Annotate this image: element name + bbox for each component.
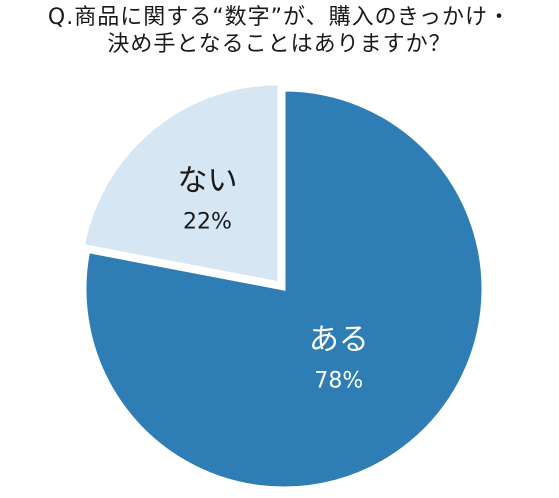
slice-label-aru: ある [309,322,369,357]
slice-percent-aru: 78% [314,368,363,393]
slice-label-nai: ない [178,164,238,199]
slice-percent-nai: 22% [183,210,232,235]
